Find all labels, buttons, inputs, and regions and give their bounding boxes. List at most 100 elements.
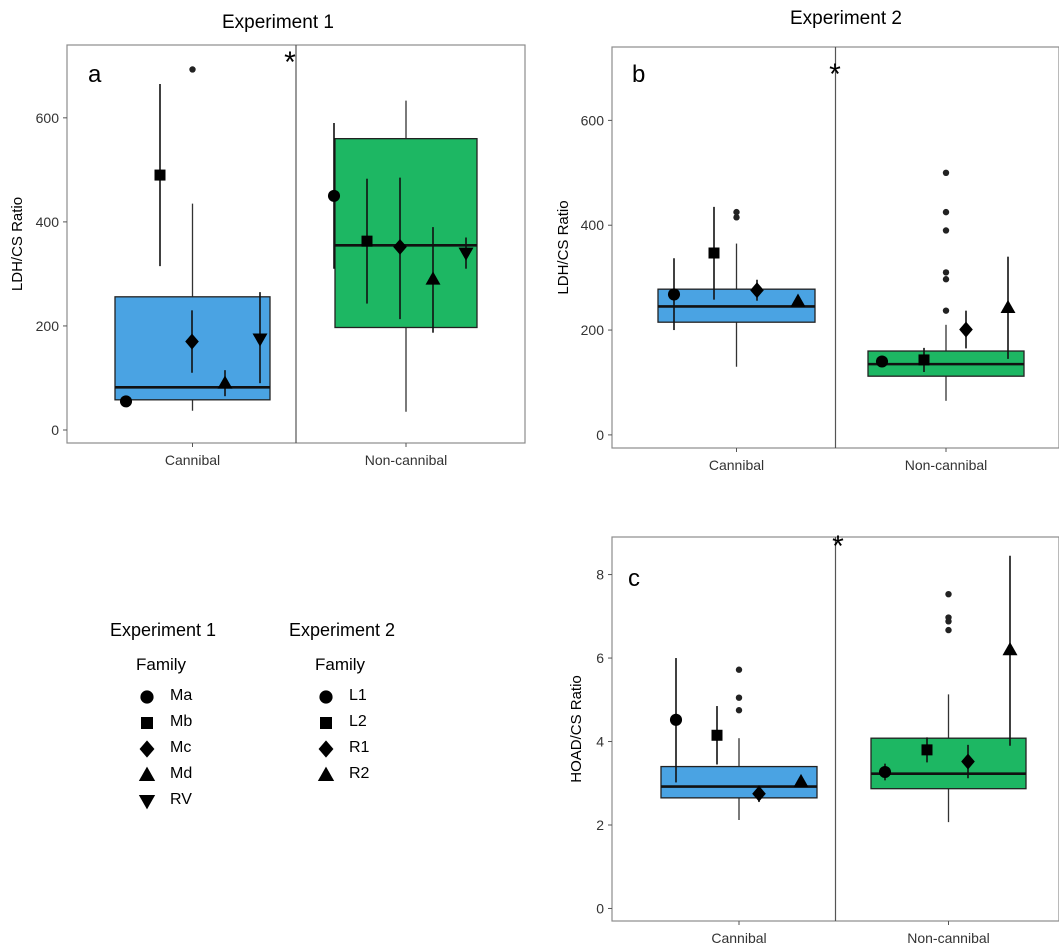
outlier-point xyxy=(735,666,743,673)
legend-item-mc: Mc xyxy=(110,735,216,761)
square-icon xyxy=(320,717,332,729)
legend-item-label: Ma xyxy=(170,687,193,704)
family-point-l2 xyxy=(711,729,723,741)
legend-experiment-2-family: Family xyxy=(315,655,366,674)
family-point-r2 xyxy=(1000,299,1016,314)
y-tick-label: 0 xyxy=(596,900,604,916)
square-icon xyxy=(141,717,153,729)
circle-icon xyxy=(140,690,154,704)
triangle-up-icon xyxy=(138,766,156,781)
box-non-cannibal xyxy=(334,137,478,329)
y-tick-label: 4 xyxy=(596,734,604,750)
y-tick-label: 0 xyxy=(596,427,604,443)
outlier-point xyxy=(735,707,743,714)
family-point-mc xyxy=(185,333,199,350)
significance-star: * xyxy=(832,530,844,563)
triangle-up-marker xyxy=(138,766,156,781)
outlier-point xyxy=(942,276,950,283)
legend-experiment-1: Experiment 1 Family Ma Mb Mc Md RV xyxy=(110,620,216,813)
legend-item-label: R1 xyxy=(349,739,370,756)
panel-a-title: Experiment 1 xyxy=(222,12,334,33)
legend-item-label: Md xyxy=(170,765,193,782)
triangle-up-marker xyxy=(317,766,335,781)
box-cannibal xyxy=(660,765,818,799)
family-point-mb xyxy=(361,235,373,247)
outlier-point xyxy=(942,169,950,177)
outlier-point xyxy=(189,66,196,73)
y-tick-label: 8 xyxy=(596,567,604,583)
x-tick-label: Non-cannibal xyxy=(907,930,990,943)
family-point-rv xyxy=(458,247,474,261)
family-point-r2 xyxy=(790,293,806,307)
family-point-md xyxy=(425,271,441,285)
significance-star: * xyxy=(284,46,296,79)
diamond-icon xyxy=(139,740,155,758)
y-tick-label: 400 xyxy=(36,214,60,230)
legend-item-l2: L2 xyxy=(289,709,395,735)
family-point-r1 xyxy=(752,785,766,802)
circle-marker xyxy=(140,690,154,704)
legend-item-rv: RV xyxy=(110,787,216,813)
legend-item-mb: Mb xyxy=(110,709,216,735)
family-point-l1 xyxy=(875,355,889,368)
y-tick-label: 200 xyxy=(36,318,60,334)
family-point-r2 xyxy=(793,773,809,788)
y-axis-label: LDH/CS Ratio xyxy=(555,200,572,294)
square-marker xyxy=(320,717,332,729)
panel-b-title: Experiment 2 xyxy=(790,8,902,29)
y-tick-label: 600 xyxy=(36,110,60,126)
outlier-point xyxy=(942,269,950,276)
panel-label: b xyxy=(632,61,645,88)
legend-item-ma: Ma xyxy=(110,683,216,709)
triangle-down-marker xyxy=(138,795,156,810)
family-point-l1 xyxy=(878,765,892,779)
significance-star: * xyxy=(829,58,841,91)
family-point-l2 xyxy=(921,744,933,756)
triangle-down-icon xyxy=(138,795,156,810)
outlier-point xyxy=(945,614,952,621)
y-axis-label: LDH/CS Ratio xyxy=(9,197,26,291)
legend-experiment-1-family: Family xyxy=(136,655,187,674)
y-tick-label: 2 xyxy=(596,817,604,833)
x-tick-label: Non-cannibal xyxy=(905,457,988,473)
family-point-r1 xyxy=(750,282,764,299)
y-tick-label: 600 xyxy=(581,112,605,128)
outlier-point xyxy=(733,208,740,216)
y-tick-label: 400 xyxy=(581,217,605,233)
family-point-r1 xyxy=(961,753,975,770)
outlier-point xyxy=(942,208,950,216)
family-point-mc xyxy=(393,238,407,255)
square-marker xyxy=(141,717,153,729)
y-tick-label: 200 xyxy=(581,322,605,338)
legend-experiment-2-title: Experiment 2 xyxy=(289,620,396,640)
box-non-cannibal xyxy=(870,737,1027,790)
family-point-r2 xyxy=(1002,641,1018,656)
legend-item-label: R2 xyxy=(349,765,370,782)
legend-item-label: Mc xyxy=(170,739,192,756)
family-point-l2 xyxy=(918,354,930,366)
diamond-icon xyxy=(318,740,334,758)
y-tick-label: 6 xyxy=(596,650,604,666)
panel-label: c xyxy=(628,565,640,592)
x-tick-label: Non-cannibal xyxy=(365,452,448,468)
legend-item-md: Md xyxy=(110,761,216,787)
outlier-point xyxy=(733,214,740,221)
panel-label: a xyxy=(88,61,102,88)
family-point-l1 xyxy=(667,288,681,301)
family-point-rv xyxy=(252,333,268,347)
outlier-point xyxy=(942,227,950,234)
legend-item-label: L1 xyxy=(349,687,367,704)
x-tick-label: Cannibal xyxy=(711,930,766,943)
circle-marker xyxy=(319,690,333,704)
legend-item-r1: R1 xyxy=(289,735,395,761)
outlier-point xyxy=(945,626,952,634)
family-point-ma xyxy=(327,189,341,202)
diamond-marker xyxy=(318,740,334,758)
outlier-point xyxy=(945,590,952,598)
y-axis-label: HOAD/CS Ratio xyxy=(568,675,585,783)
outlier-point xyxy=(942,307,950,314)
outlier-point xyxy=(735,694,743,701)
x-tick-label: Cannibal xyxy=(165,452,220,468)
family-point-mb xyxy=(154,169,166,181)
